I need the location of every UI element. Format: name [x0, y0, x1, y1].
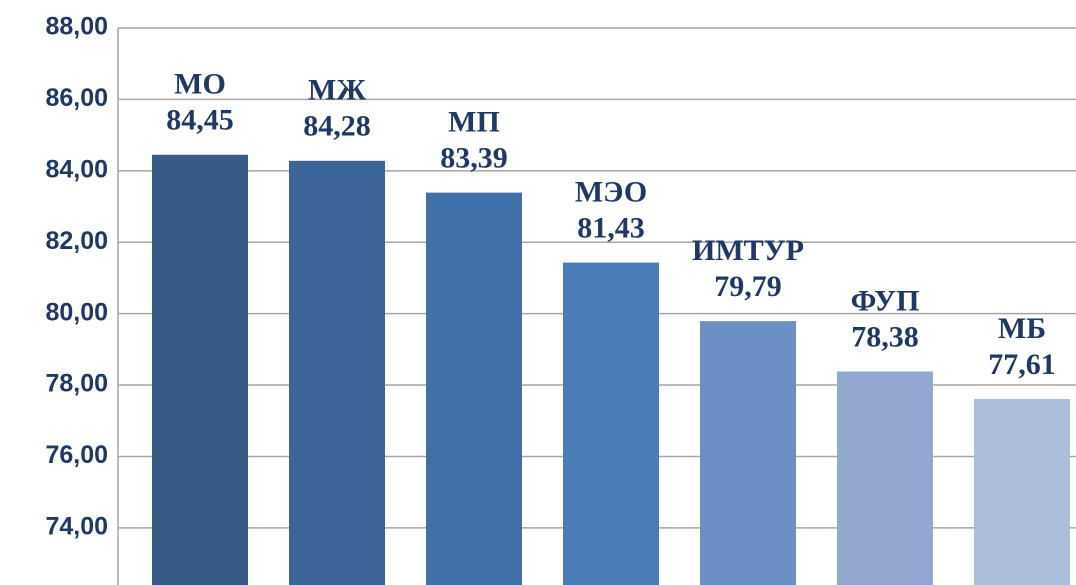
data-label-category: МП	[448, 105, 500, 138]
data-label-category: ИМТУР	[692, 234, 804, 267]
data-label-value: 77,61	[988, 348, 1056, 381]
data-label-value: 81,43	[577, 211, 645, 244]
bar	[426, 192, 522, 585]
bar	[563, 262, 659, 585]
data-label-category: МЖ	[308, 74, 366, 107]
data-label-value: 79,79	[714, 270, 782, 303]
data-label-category: МЭО	[575, 175, 647, 208]
y-tick-label: 88,00	[45, 13, 108, 41]
data-label-value: 84,45	[166, 104, 234, 137]
bar	[700, 321, 796, 585]
y-tick-label: 74,00	[45, 512, 108, 540]
bar	[837, 371, 933, 585]
data-label-category: МБ	[998, 312, 1046, 345]
data-label-category: ФУП	[851, 284, 920, 317]
data-label-category: МО	[174, 68, 226, 101]
bar	[974, 398, 1070, 585]
y-tick-label: 84,00	[45, 155, 108, 183]
y-tick-label: 76,00	[45, 441, 108, 469]
y-tick-label: 80,00	[45, 298, 108, 326]
y-tick-label: 78,00	[45, 370, 108, 398]
data-label-value: 84,28	[303, 110, 371, 143]
bar	[289, 160, 385, 585]
y-tick-label: 82,00	[45, 227, 108, 255]
data-label-value: 83,39	[440, 141, 508, 174]
data-label-value: 78,38	[851, 320, 919, 353]
bar	[152, 154, 248, 585]
y-tick-label: 86,00	[45, 84, 108, 112]
